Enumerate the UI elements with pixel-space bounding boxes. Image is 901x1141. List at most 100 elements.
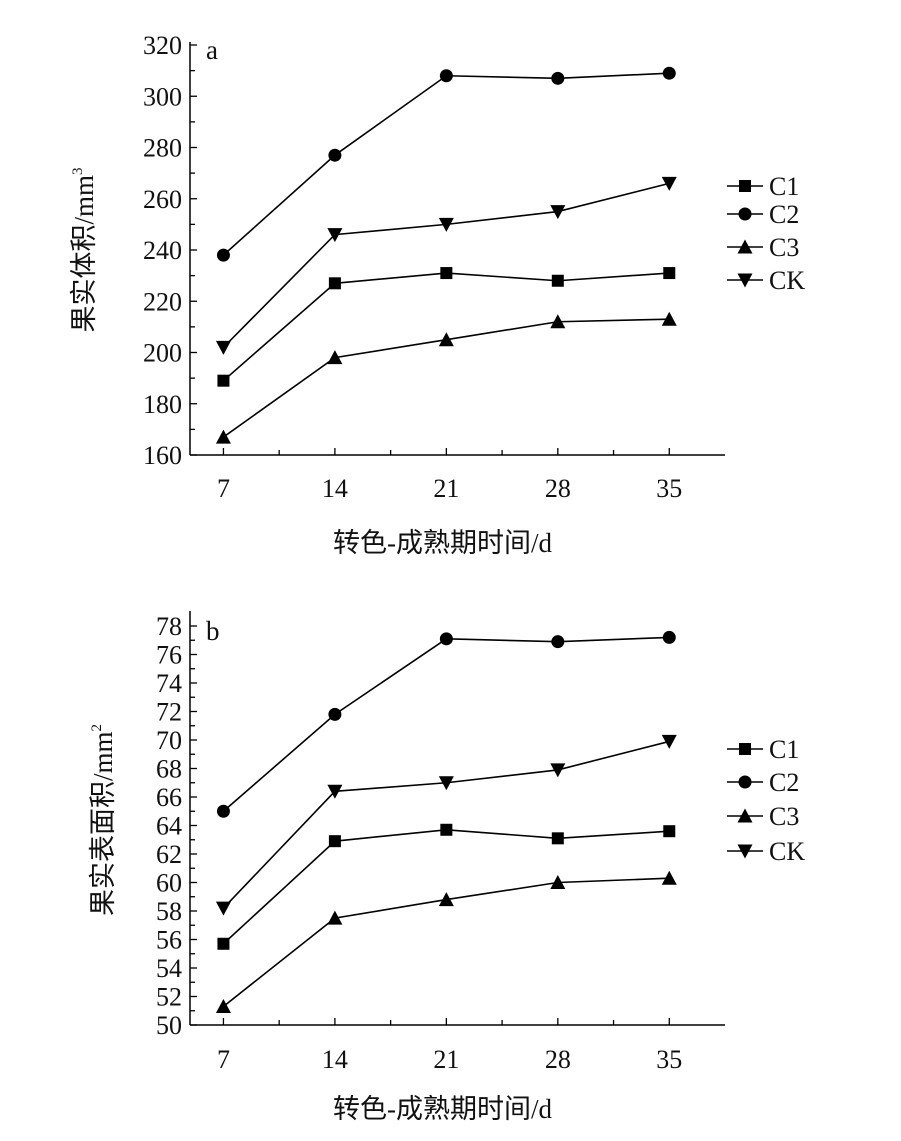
legend-item-CK: CK — [727, 266, 805, 295]
x-tick-label: 35 — [656, 474, 682, 503]
x-tick-label: 14 — [322, 474, 348, 503]
panel-label: b — [206, 616, 220, 646]
x-tick-label: 28 — [545, 1045, 571, 1074]
y-tick-label: 220 — [143, 287, 182, 316]
legend-marker — [737, 239, 753, 254]
data-point-C3 — [661, 311, 677, 326]
legend-marker — [738, 775, 752, 789]
series-C3 — [215, 870, 677, 1013]
y-tick-label: 260 — [143, 185, 182, 214]
y-tick-label: 300 — [143, 82, 182, 111]
y-tick-label: 54 — [156, 954, 182, 983]
data-point-C2 — [662, 630, 676, 644]
legend-marker — [739, 180, 751, 192]
data-point-CK — [550, 205, 566, 220]
series-C3 — [215, 311, 677, 444]
data-point-C2 — [551, 71, 565, 85]
legend-marker — [738, 207, 752, 221]
x-tick-label: 21 — [433, 474, 459, 503]
y-tick-label: 200 — [143, 339, 182, 368]
y-axis-label-superscript: 2 — [89, 724, 105, 732]
x-axis-label: 转色-成熟期时间/d — [333, 1094, 552, 1124]
y-axis-label-superscript: 3 — [70, 167, 86, 175]
series-CK — [215, 734, 677, 916]
series-C1 — [217, 823, 676, 950]
series-CK — [215, 176, 677, 355]
data-point-C3 — [215, 998, 231, 1013]
data-point-C1 — [328, 835, 341, 848]
data-point-C3 — [438, 892, 454, 907]
data-point-CK — [550, 763, 566, 778]
y-tick-label: 62 — [156, 840, 182, 869]
legend-label: C2 — [769, 200, 799, 229]
data-point-C2 — [439, 632, 453, 646]
legend-item-C3: C3 — [727, 233, 799, 262]
y-tick-label: 76 — [156, 641, 182, 670]
data-point-C1 — [328, 277, 341, 290]
data-point-C1 — [663, 267, 676, 280]
data-point-C1 — [217, 937, 230, 950]
legend-label: C2 — [769, 768, 799, 797]
data-point-C2 — [328, 707, 342, 721]
legend-label: CK — [769, 837, 805, 866]
y-tick-label: 280 — [143, 134, 182, 163]
x-tick-label: 28 — [545, 474, 571, 503]
legend-label: C1 — [769, 735, 799, 764]
y-tick-label: 70 — [156, 726, 182, 755]
legend-marker — [739, 743, 751, 755]
data-point-C3 — [438, 332, 454, 347]
series-line-C1 — [222, 272, 670, 382]
data-point-C1 — [440, 823, 453, 836]
data-point-C1 — [663, 825, 676, 838]
data-point-C2 — [551, 635, 565, 649]
y-axis-label: 果实体积/mm3 — [69, 167, 99, 332]
series-C2 — [216, 630, 676, 818]
x-tick-label: 14 — [322, 1045, 348, 1074]
series-C1 — [217, 267, 676, 387]
y-tick-label: 66 — [156, 783, 182, 812]
legend-label: C3 — [769, 233, 799, 262]
data-point-C3 — [327, 350, 343, 365]
legend-marker — [737, 273, 753, 288]
y-tick-label: 60 — [156, 869, 182, 898]
data-point-C3 — [661, 870, 677, 885]
legend-item-C2: C2 — [727, 200, 799, 229]
x-tick-label: 35 — [656, 1045, 682, 1074]
y-tick-label: 180 — [143, 390, 182, 419]
data-point-CK — [327, 784, 343, 799]
data-point-CK — [438, 776, 454, 791]
legend-marker — [737, 844, 753, 859]
data-point-C1 — [551, 274, 564, 287]
legend-item-CK: CK — [727, 837, 805, 866]
data-point-C2 — [328, 148, 342, 162]
y-tick-label: 72 — [156, 698, 182, 727]
data-point-C3 — [550, 875, 566, 889]
data-point-C3 — [215, 429, 231, 444]
legend-item-C3: C3 — [727, 802, 799, 831]
data-point-C3 — [550, 314, 566, 329]
data-point-C1 — [440, 267, 453, 280]
series-line-C1 — [222, 828, 670, 945]
data-point-CK — [438, 217, 454, 232]
x-tick-label: 21 — [433, 1045, 459, 1074]
data-point-CK — [215, 901, 231, 916]
data-point-C2 — [216, 248, 230, 262]
chart-panel-a: 160 180 200 220 240 260 280 300 320 7 14 21 28 35 a 转色-… — [69, 31, 805, 558]
x-tick-label: 7 — [217, 474, 230, 503]
x-axis-label: 转色-成熟期时间/d — [333, 528, 552, 558]
data-point-C2 — [439, 69, 453, 83]
y-tick-label: 58 — [156, 897, 182, 926]
data-point-C2 — [662, 66, 676, 80]
data-point-CK — [661, 734, 677, 749]
legend-label: C3 — [769, 802, 799, 831]
x-tick-label: 7 — [217, 1045, 230, 1074]
y-tick-label: 56 — [156, 926, 182, 955]
legend-label: C1 — [769, 172, 799, 201]
y-tick-label: 320 — [143, 31, 182, 60]
data-point-CK — [215, 340, 231, 355]
series-C2 — [216, 66, 676, 262]
legend-item-C2: C2 — [727, 768, 799, 797]
data-point-C3 — [327, 910, 343, 925]
legend-item-C1: C1 — [727, 735, 799, 764]
